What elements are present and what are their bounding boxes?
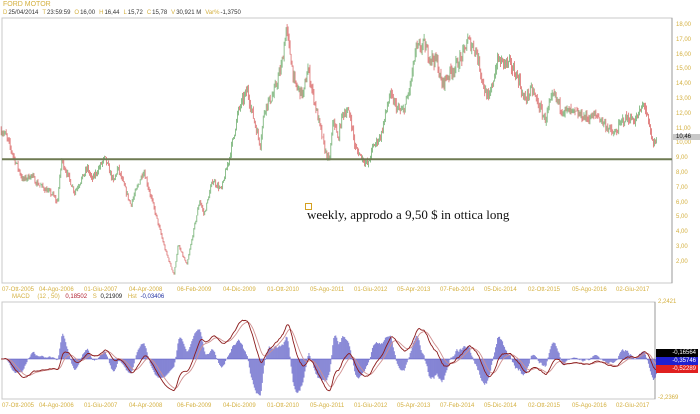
macd-x-tick-label: 05-Apr-2013 [397, 403, 431, 409]
macd-name: MACD [12, 294, 30, 300]
info-key: V [171, 10, 176, 16]
macd-x-tick-label: 01-Ott-2010 [267, 403, 300, 409]
y-tick-label: 9,00 [676, 155, 688, 162]
macd-x-tick-label: 04-Dic-2009 [223, 403, 256, 409]
last-price-tag: 10,46 [673, 133, 700, 140]
ohlc-info-line: D25/04/2014 T23:59:59 O16,00 H16,44 L15,72 C1… [3, 10, 245, 16]
info-value: 15,78 [152, 10, 168, 16]
info-value: 15,72 [127, 10, 143, 16]
x-tick-label: 05-Apr-2013 [397, 287, 431, 293]
info-key: H [99, 10, 104, 16]
info-key: D [3, 10, 8, 16]
macd-x-tick-label: 05-Ago-2011 [310, 403, 345, 409]
x-tick-label: 02-Ott-2015 [528, 287, 561, 293]
annotation-text[interactable]: weekly, approdo a 9,50 $ in ottica long [307, 207, 510, 222]
x-tick-label: 07-Ott-2005 [2, 287, 35, 293]
x-tick-label: 04-Ago-2006 [39, 287, 74, 293]
annotation-marker[interactable] [305, 203, 312, 210]
y-tick-label: 15,00 [676, 66, 692, 73]
x-tick-label: 05-Ago-2011 [310, 287, 345, 293]
price-panel-frame [1, 17, 673, 284]
x-tick-label: 01-Giu-2007 [84, 287, 118, 293]
macd-axis-bottom: -2,2369 [658, 395, 679, 401]
y-tick-label: 4,00 [676, 229, 688, 236]
macd-line [1, 319, 657, 392]
hist-value: -0,03406 [140, 294, 165, 300]
info-key: O [74, 10, 80, 16]
y-tick-label: 6,00 [676, 199, 688, 206]
macd-x-tick-label: 07-Feb-2014 [440, 403, 475, 409]
macd-x-tick-label: 01-Giu-2012 [354, 403, 388, 409]
y-tick-label: 12,00 [676, 110, 692, 117]
macd-value: 0,18502 [65, 294, 88, 300]
macd-x-tick-label: 04-Ago-2006 [39, 403, 74, 409]
macd-value-tag: -0,35746 [656, 357, 698, 365]
macd-value-tag: -0,52289 [656, 365, 698, 373]
x-tick-label: 05-Ago-2016 [572, 287, 607, 293]
y-tick-label: 14,00 [676, 81, 692, 88]
info-value: -1,3750 [220, 10, 241, 16]
info-key: C [146, 10, 152, 16]
y-tick-label: 10,00 [676, 140, 692, 147]
macd-x-tick-label: 07-Ott-2005 [2, 403, 35, 409]
chart-title: FORD MOTOR [3, 1, 51, 8]
x-tick-label: 04-Dic-2009 [223, 287, 256, 293]
hist-key: Hst [127, 294, 137, 300]
macd-header: MACD (12 , 50) 0,18502 S 0,21909 Hst -0,… [12, 294, 164, 300]
macd-x-tick-label: 04-Apr-2008 [129, 403, 163, 409]
info-key: Var% [205, 10, 220, 16]
y-tick-label: 16,00 [676, 51, 692, 58]
info-key: L [123, 10, 127, 16]
y-tick-label: 2,00 [676, 258, 688, 265]
y-tick-label: 11,00 [676, 125, 691, 132]
y-tick-label: 7,00 [676, 184, 688, 191]
x-tick-label: 04-Apr-2008 [129, 287, 163, 293]
x-tick-label: 07-Feb-2014 [440, 287, 475, 293]
info-value: 25/04/2014 [8, 10, 39, 16]
macd-x-tick-label: 02-Ott-2015 [528, 403, 561, 409]
macd-x-tick-label: 05-Dic-2014 [484, 403, 517, 409]
x-tick-label: 02-Giu-2017 [616, 287, 650, 293]
y-tick-label: 18,00 [676, 22, 692, 28]
macd-x-tick-label: 05-Ago-2016 [572, 403, 607, 409]
info-value: 16,00 [80, 10, 96, 16]
info-key: T [42, 10, 47, 16]
y-tick-label: 8,00 [676, 170, 688, 176]
info-value: 16,44 [104, 10, 120, 16]
macd-x-tick-label: 01-Giu-2007 [84, 403, 118, 409]
x-tick-label: 05-Dic-2014 [484, 287, 517, 293]
x-tick-label: 01-Giu-2012 [354, 287, 388, 293]
y-tick-label: 13,00 [676, 96, 692, 102]
macd-value-tag: -0,16564 [656, 349, 698, 357]
info-value: 23:59:59 [47, 10, 71, 16]
y-tick-label: 3,00 [676, 244, 688, 250]
x-tick-label: 06-Feb-2009 [177, 287, 212, 293]
signal-key: S [92, 294, 97, 300]
macd-x-tick-label: 02-Giu-2017 [616, 403, 650, 409]
y-tick-label: 5,00 [676, 214, 688, 221]
x-tick-label: 01-Ott-2010 [267, 287, 300, 293]
macd-axis-top: 2,2421 [658, 299, 677, 305]
macd-x-tick-label: 06-Feb-2009 [177, 403, 212, 409]
macd-params: (12 , 50) [37, 294, 60, 300]
info-value: 30,921 M [176, 10, 202, 16]
signal-value: 0,21909 [100, 294, 123, 300]
y-tick-label: 17,00 [676, 36, 692, 43]
